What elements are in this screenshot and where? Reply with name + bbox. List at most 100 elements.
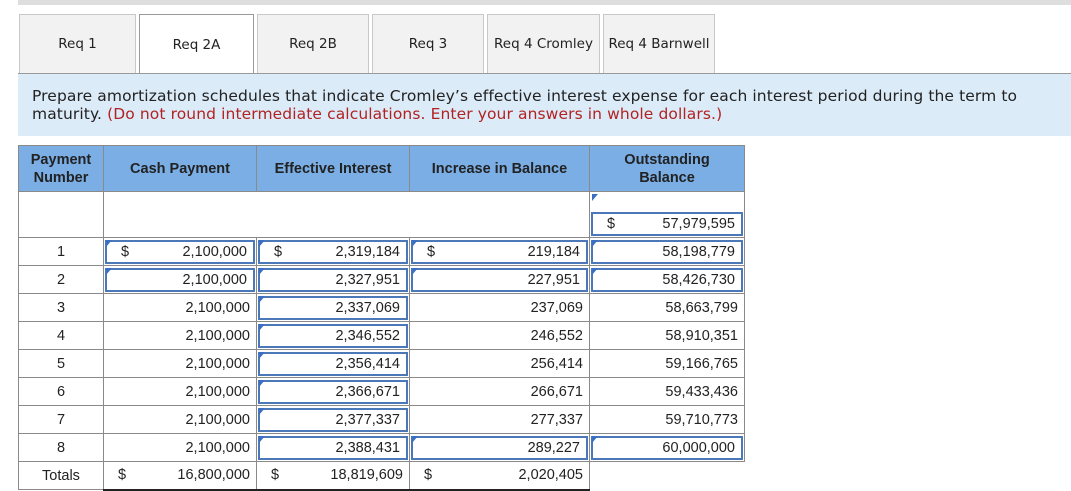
value: 2,020,405 <box>518 467 583 484</box>
header-outstanding-balance: Outstanding Balance <box>589 145 745 192</box>
table-row: 7 2,100,000 2,377,337 277,337 59,710,773 <box>18 405 745 434</box>
dollar-sign: $ <box>121 243 130 260</box>
table-row: 4 2,100,000 2,346,552 246,552 58,910,351 <box>18 321 745 350</box>
increase-in-balance-value: 266,671 <box>410 378 589 405</box>
tab-req-3[interactable]: Req 3 <box>372 14 484 73</box>
tab-label: Req 1 <box>58 36 97 52</box>
outstanding-balance-value: 58,910,351 <box>590 322 744 349</box>
initial-balance-input[interactable]: $57,979,595 <box>591 212 743 236</box>
value: 58,198,779 <box>662 243 735 260</box>
increase-in-balance-input[interactable]: 289,227 <box>411 435 588 460</box>
value: 2,366,671 <box>335 383 400 400</box>
cell-empty <box>18 191 104 238</box>
payment-number: 2 <box>18 265 104 294</box>
tab-req-4-cromley[interactable]: Req 4 Cromley <box>487 14 600 73</box>
cash-payment-value: 2,100,000 <box>104 322 256 349</box>
tab-label: Req 2B <box>289 36 337 52</box>
outstanding-balance-value: 59,166,765 <box>590 350 744 377</box>
total-increase-in-balance: $2,020,405 <box>410 462 589 489</box>
payment-number: 5 <box>18 349 104 378</box>
tab-req-4-barnwell[interactable]: Req 4 Barnwell <box>603 14 715 73</box>
value: 2,319,184 <box>335 243 400 260</box>
tab-req-2b[interactable]: Req 2B <box>257 14 369 73</box>
tab-req-1[interactable]: Req 1 <box>19 14 136 73</box>
outstanding-balance-input[interactable]: 60,000,000 <box>591 435 743 460</box>
cash-payment-input[interactable]: $2,100,000 <box>105 239 255 264</box>
value: 2,100,000 <box>185 327 250 344</box>
value: 2,346,552 <box>335 327 400 344</box>
dollar-sign: $ <box>607 216 616 232</box>
cash-payment-value: 2,100,000 <box>104 350 256 377</box>
increase-in-balance-input[interactable]: $219,184 <box>411 239 588 264</box>
effective-interest-input[interactable]: 2,327,951 <box>258 267 408 292</box>
tab-label: Req 2A <box>172 37 221 53</box>
dollar-sign: $ <box>274 243 283 260</box>
header-effective-interest: Effective Interest <box>256 145 410 192</box>
cash-payment-value: 2,100,000 <box>104 406 256 433</box>
totals-row: Totals $16,800,000 $18,819,609 $2,020,40… <box>18 461 745 491</box>
outstanding-balance-input[interactable]: 58,198,779 <box>591 239 743 264</box>
table-row: 5 2,100,000 2,356,414 256,414 59,166,765 <box>18 349 745 378</box>
value: 2,100,000 <box>185 299 250 316</box>
tab-req-2a[interactable]: Req 2A <box>139 14 254 75</box>
outstanding-balance-value: 59,433,436 <box>590 378 744 405</box>
outstanding-balance-input[interactable]: 58,426,730 <box>591 267 743 292</box>
cash-payment-value: 2,100,000 <box>104 294 256 321</box>
cell-initial-balance: $57,979,595 <box>589 191 745 238</box>
payment-number: 8 <box>18 433 104 462</box>
value: 2,100,000 <box>185 383 250 400</box>
cash-payment-input[interactable]: 2,100,000 <box>105 267 255 292</box>
value: 219,184 <box>527 243 580 260</box>
value: 227,951 <box>527 271 580 288</box>
instructions-note: (Do not round intermediate calculations.… <box>107 105 723 123</box>
outstanding-balance-value: 59,710,773 <box>590 406 744 433</box>
cell-empty <box>589 461 745 490</box>
effective-interest-input[interactable]: $2,319,184 <box>258 239 408 264</box>
value: 2,100,000 <box>185 411 250 428</box>
effective-interest-input[interactable]: 2,366,671 <box>258 379 408 404</box>
value: 57,979,595 <box>662 216 735 232</box>
payment-number: 3 <box>18 293 104 322</box>
effective-interest-input[interactable]: 2,346,552 <box>258 323 408 348</box>
increase-in-balance-value: 277,337 <box>410 406 589 433</box>
amortization-table: Payment Number Cash Payment Effective In… <box>18 145 745 491</box>
value: 59,166,765 <box>665 355 738 372</box>
value: 2,100,000 <box>182 243 247 260</box>
value: 237,069 <box>530 299 583 316</box>
value: 16,800,000 <box>177 467 250 484</box>
increase-in-balance-input[interactable]: 227,951 <box>411 267 588 292</box>
effective-interest-input[interactable]: 2,388,431 <box>258 435 408 460</box>
outstanding-balance-value: 58,663,799 <box>590 294 744 321</box>
value: 58,663,799 <box>665 299 738 316</box>
instructions-panel: Prepare amortization schedules that indi… <box>18 74 1071 136</box>
value: 2,100,000 <box>185 439 250 456</box>
payment-number: 6 <box>18 377 104 406</box>
effective-interest-input[interactable]: 2,356,414 <box>258 351 408 376</box>
increase-in-balance-value: 256,414 <box>410 350 589 377</box>
value: 58,426,730 <box>662 271 735 288</box>
top-bar <box>18 0 1071 5</box>
value: 2,388,431 <box>335 439 400 456</box>
increase-in-balance-value: 237,069 <box>410 294 589 321</box>
increase-in-balance-value: 246,552 <box>410 322 589 349</box>
table-row-initial: $57,979,595 <box>18 191 745 238</box>
value: 2,100,000 <box>185 355 250 372</box>
payment-number: 7 <box>18 405 104 434</box>
tab-label: Req 4 Cromley <box>494 36 593 52</box>
effective-interest-input[interactable]: 2,337,069 <box>258 295 408 320</box>
value: 18,819,609 <box>330 467 403 484</box>
value: 256,414 <box>530 355 583 372</box>
value: 2,337,069 <box>335 299 400 316</box>
value: 2,377,337 <box>335 411 400 428</box>
value: 2,327,951 <box>335 271 400 288</box>
value: 246,552 <box>530 327 583 344</box>
tab-label: Req 4 Barnwell <box>608 36 710 52</box>
value: 266,671 <box>530 383 583 400</box>
table-row: 1 $2,100,000 $2,319,184 $219,184 58,198,… <box>18 237 745 266</box>
effective-interest-input[interactable]: 2,377,337 <box>258 407 408 432</box>
table-row: 3 2,100,000 2,337,069 237,069 58,663,799 <box>18 293 745 322</box>
dollar-sign: $ <box>424 467 433 484</box>
value: 277,337 <box>530 411 583 428</box>
value: 2,356,414 <box>335 355 400 372</box>
value: 58,910,351 <box>665 327 738 344</box>
